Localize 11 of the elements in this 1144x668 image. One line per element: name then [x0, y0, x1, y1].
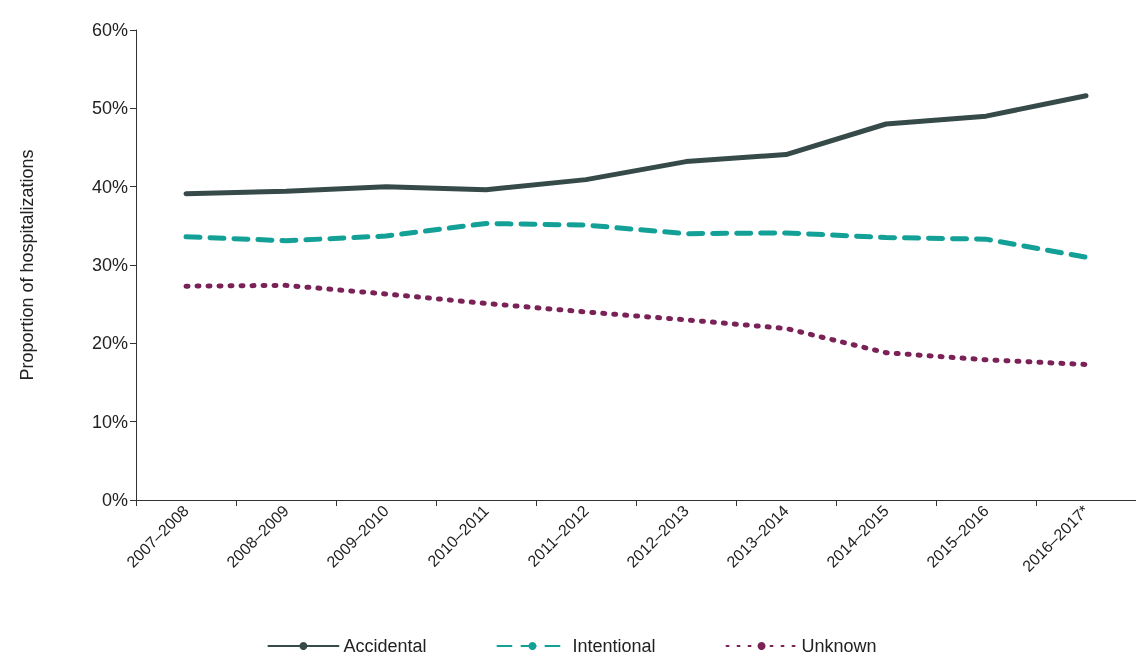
y-axis-title: Proportion of hospitalizations [17, 149, 37, 381]
y-tick-label: 20% [91, 333, 128, 354]
y-tick-label: 30% [91, 255, 128, 275]
legend-label: Unknown [801, 636, 877, 656]
y-tick-label: 10% [91, 411, 128, 432]
legend-label: Accidental [343, 636, 427, 656]
y-tick-label: 40% [91, 176, 128, 197]
y-tick-label: 60% [91, 20, 128, 40]
y-tick-label: 50% [91, 98, 128, 119]
legend-label: Intentional [572, 636, 656, 656]
y-tick-label: 0% [101, 490, 128, 510]
